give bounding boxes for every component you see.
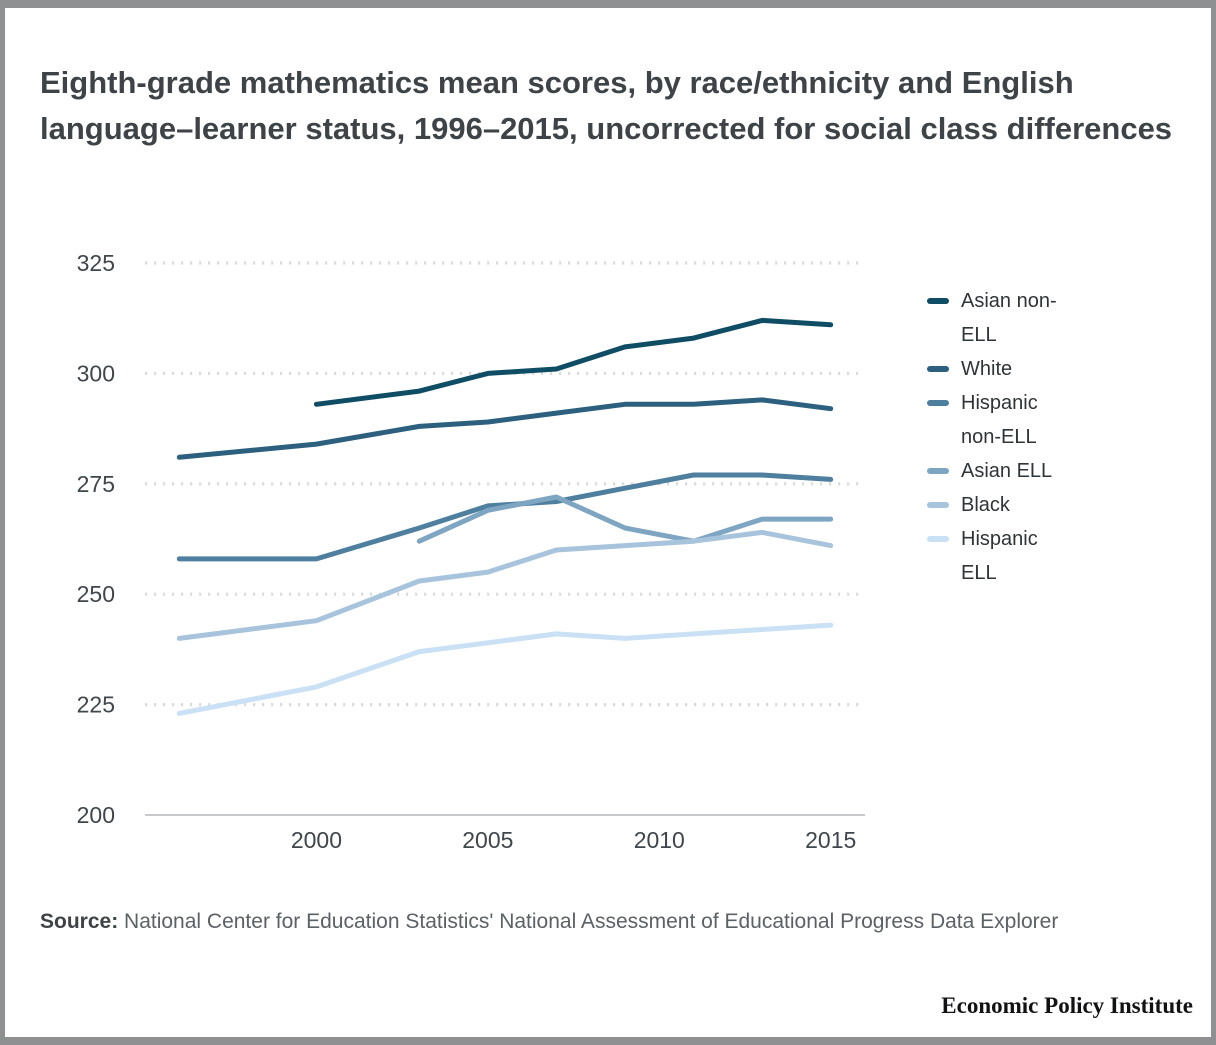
series-line-hispanic-ell bbox=[176, 622, 834, 716]
series-line-asian-ell bbox=[416, 494, 834, 544]
legend-label: Black bbox=[961, 494, 1010, 516]
legend-swatch-icon bbox=[927, 502, 949, 508]
x-tick-label: 2000 bbox=[291, 827, 342, 853]
chart-title: Eighth-grade mathematics mean scores, by… bbox=[40, 65, 1173, 146]
legend-swatch-icon bbox=[927, 400, 949, 406]
x-tick-label: 2015 bbox=[805, 827, 856, 853]
y-tick-label: 275 bbox=[77, 471, 115, 497]
legend-item: Hispanic ELL bbox=[927, 522, 1071, 590]
legend-label: White bbox=[961, 358, 1013, 380]
legend-swatch-icon bbox=[927, 536, 949, 542]
legend-swatch-icon bbox=[927, 366, 949, 372]
y-tick-label: 225 bbox=[77, 692, 115, 718]
source-note: Source: National Center for Education St… bbox=[40, 906, 1058, 939]
legend-item: White bbox=[927, 352, 1071, 386]
legend-label: Asian non-ELL bbox=[961, 290, 1057, 346]
legend-label: Hispanic non-ELL bbox=[961, 392, 1038, 448]
source-label: Source: bbox=[40, 910, 119, 933]
y-tick-label: 300 bbox=[77, 360, 115, 386]
x-tick-label: 2005 bbox=[462, 827, 513, 853]
series-line-hispanic-non-ell bbox=[176, 472, 834, 562]
series-line-asian-non-ell bbox=[313, 317, 834, 407]
legend-item: Black bbox=[927, 488, 1071, 522]
legend-item: Asian ELL bbox=[927, 454, 1071, 488]
y-tick-label: 325 bbox=[77, 250, 115, 276]
legend-label: Asian ELL bbox=[961, 460, 1053, 482]
series-line-white bbox=[176, 397, 834, 460]
epi-logo: Economic Policy Institute bbox=[941, 993, 1193, 1018]
y-tick-label: 200 bbox=[77, 802, 115, 828]
figure-card: Eighth-grade mathematics mean scores, by… bbox=[5, 8, 1211, 1037]
legend-swatch-icon bbox=[927, 298, 949, 304]
source-text: National Center for Education Statistics… bbox=[118, 910, 1059, 933]
legend-item: Hispanic non-ELL bbox=[927, 386, 1071, 454]
chart-area: 200 225 250 275 300 325 2000 2005 2010 2015 bbox=[35, 230, 915, 880]
y-tick-label: 250 bbox=[77, 581, 115, 607]
legend-swatch-icon bbox=[927, 468, 949, 474]
legend-item: Asian non-ELL bbox=[927, 284, 1071, 352]
chart-legend: Asian non-ELL White Hispanic non-ELL Asian … bbox=[927, 284, 1071, 590]
legend-label: Hispanic ELL bbox=[961, 528, 1038, 584]
series-line-black bbox=[176, 529, 834, 641]
line-chart: 200 225 250 275 300 325 2000 2005 2010 2015 bbox=[77, 250, 865, 853]
x-tick-label: 2010 bbox=[634, 827, 685, 853]
